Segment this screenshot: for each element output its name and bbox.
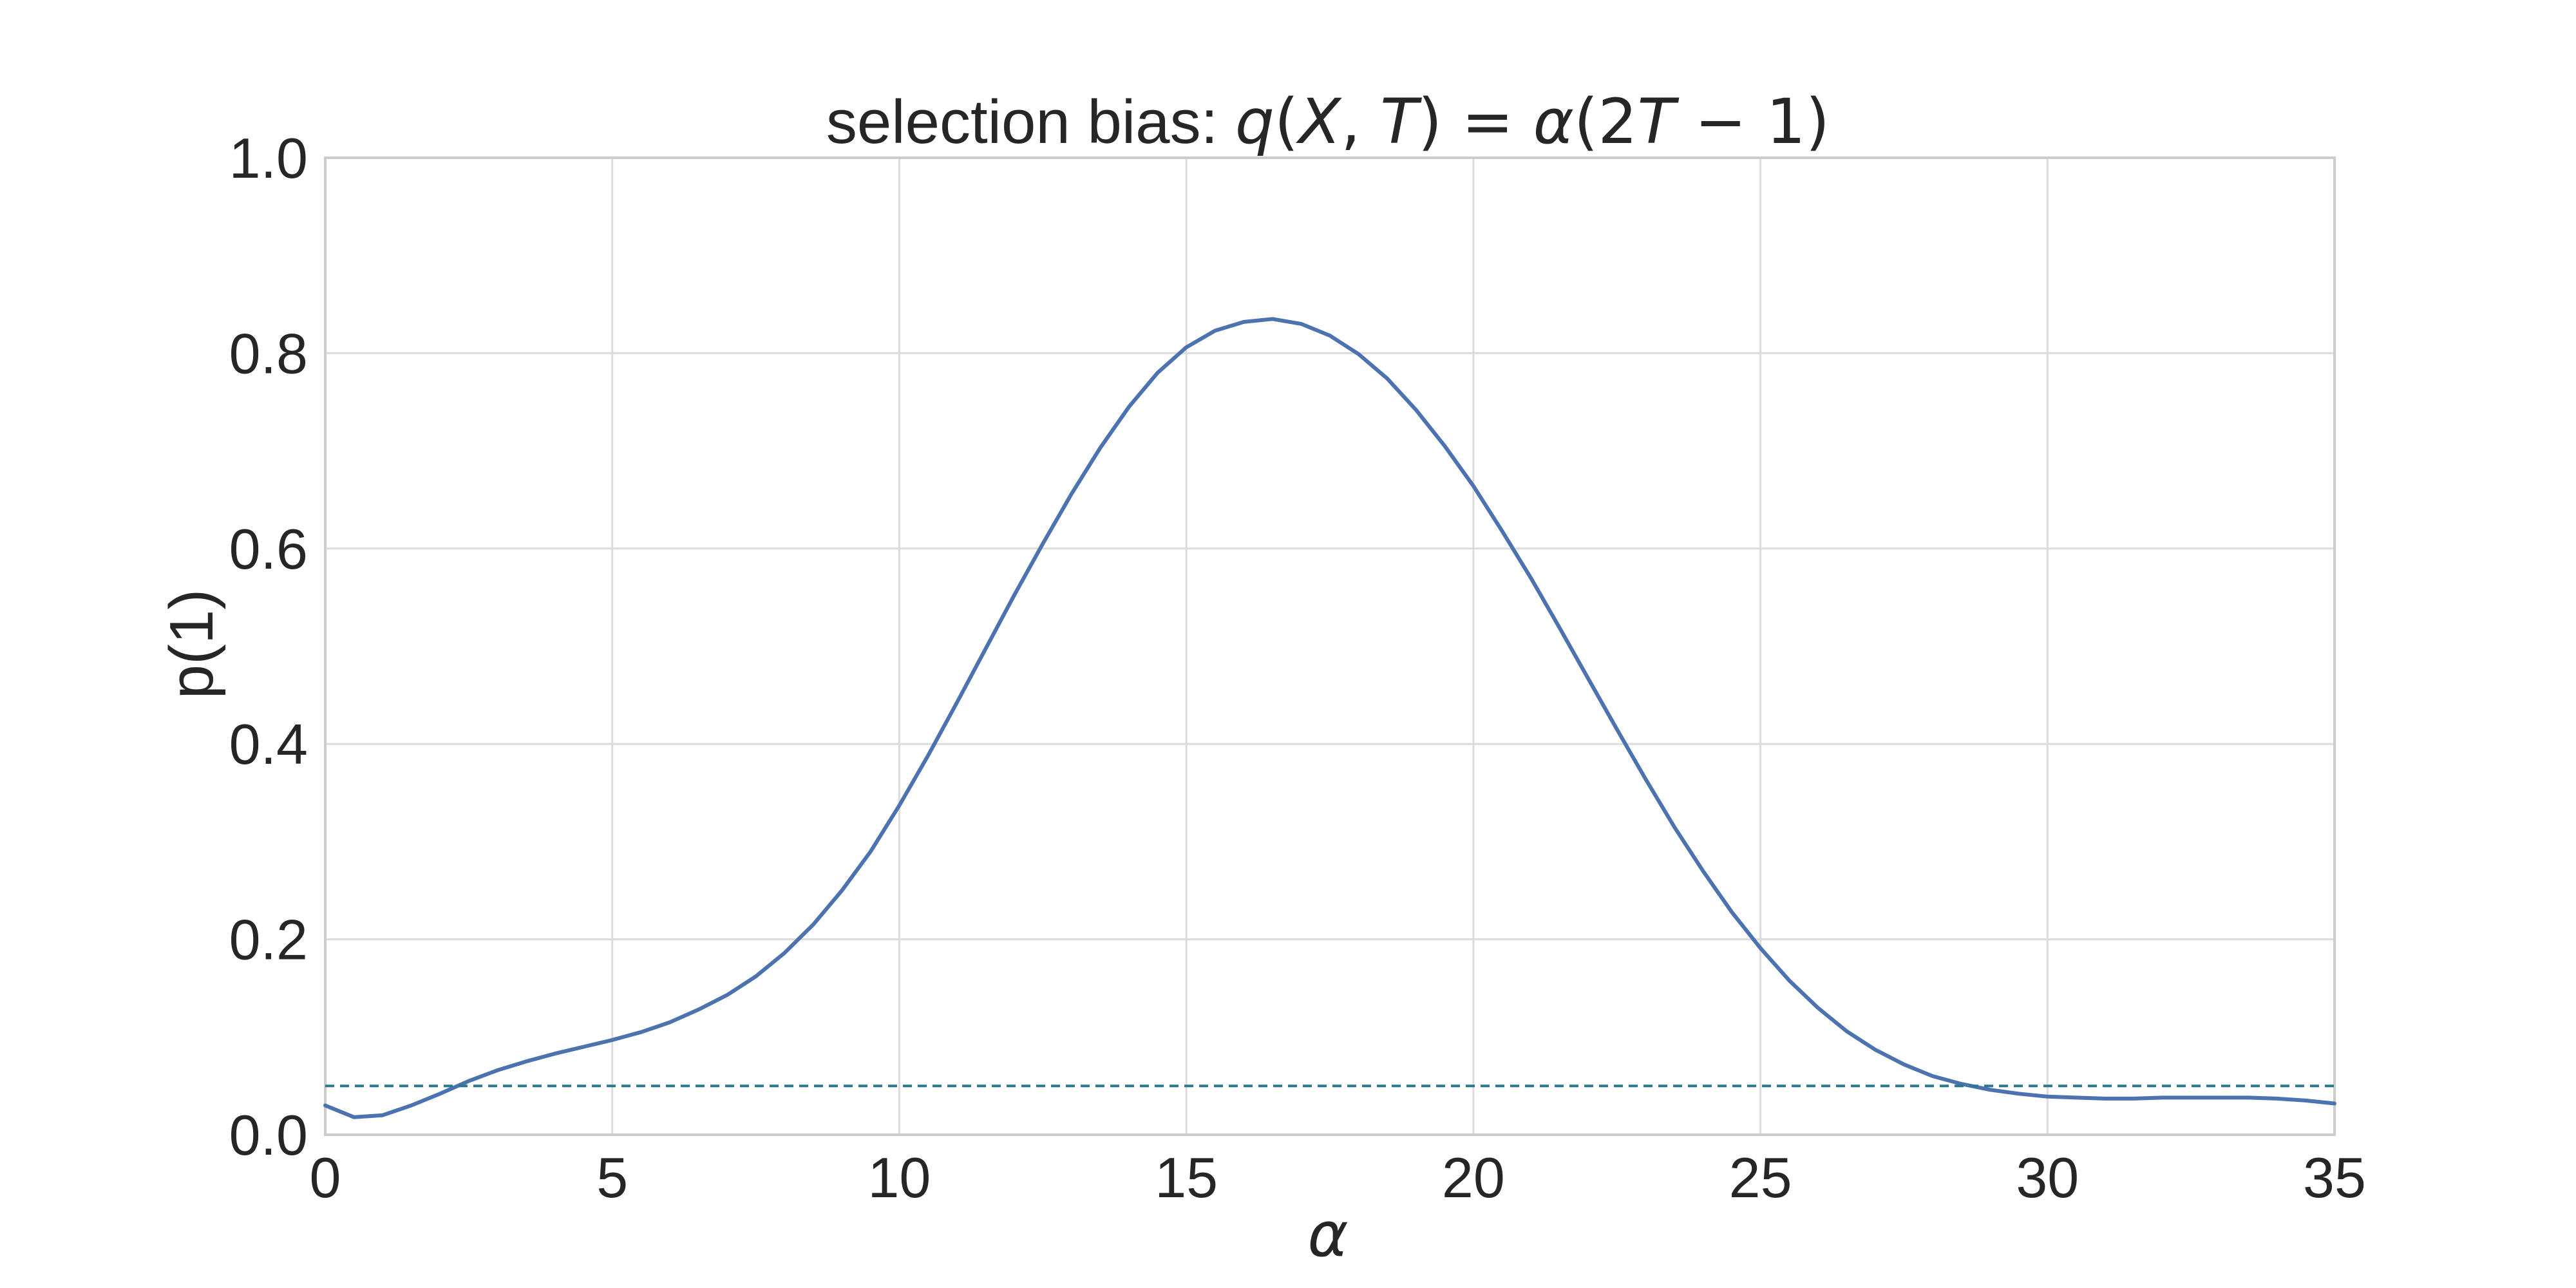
x-axis-label: α <box>1307 1198 1348 1271</box>
y-tick-label: 0.0 <box>229 1103 308 1167</box>
title-math-open: ( <box>1274 86 1298 158</box>
plot-area-frame <box>324 156 2336 1136</box>
chart-title: selection bias: q(X, T) = α(2T − 1) <box>826 86 1830 158</box>
title-math-t: T <box>1380 86 1422 158</box>
y-tick-label: 1.0 <box>229 126 308 190</box>
y-tick-label: 0.4 <box>229 712 308 776</box>
title-math-comma: , <box>1341 86 1380 158</box>
series-layer <box>323 317 2336 1119</box>
title-math-alpha: α <box>1533 86 1574 158</box>
title-math-x: X <box>1295 86 1342 158</box>
x-tick-label: 25 <box>1729 1146 1792 1209</box>
title-math-rest: − 1) <box>1675 86 1830 158</box>
x-tick-label: 20 <box>1442 1146 1505 1209</box>
y-tick-label: 0.2 <box>229 908 308 972</box>
x-tick-label: 0 <box>310 1146 341 1209</box>
series-line <box>323 317 2336 1119</box>
x-tick-label: 35 <box>2303 1146 2366 1209</box>
y-axis-label: p(1) <box>157 589 226 699</box>
y-tick-label: 0.6 <box>229 517 308 581</box>
x-tick-label: 5 <box>596 1146 628 1209</box>
title-math-open2: (2 <box>1574 86 1638 158</box>
x-tick-labels: 0 5 10 15 20 25 30 35 <box>310 1146 2366 1209</box>
x-tick-label: 30 <box>2016 1146 2079 1209</box>
title-math-close-eq: ) = <box>1418 86 1533 158</box>
y-tick-label: 0.8 <box>229 321 308 385</box>
title-math-t2: T <box>1637 86 1679 158</box>
y-tick-labels: 0.0 0.2 0.4 0.6 0.8 1.0 <box>229 126 308 1167</box>
title-math-q: q <box>1235 86 1274 158</box>
x-tick-label: 15 <box>1155 1146 1218 1209</box>
x-tick-label: 10 <box>867 1146 931 1209</box>
title-prefix: selection bias: <box>826 88 1235 156</box>
